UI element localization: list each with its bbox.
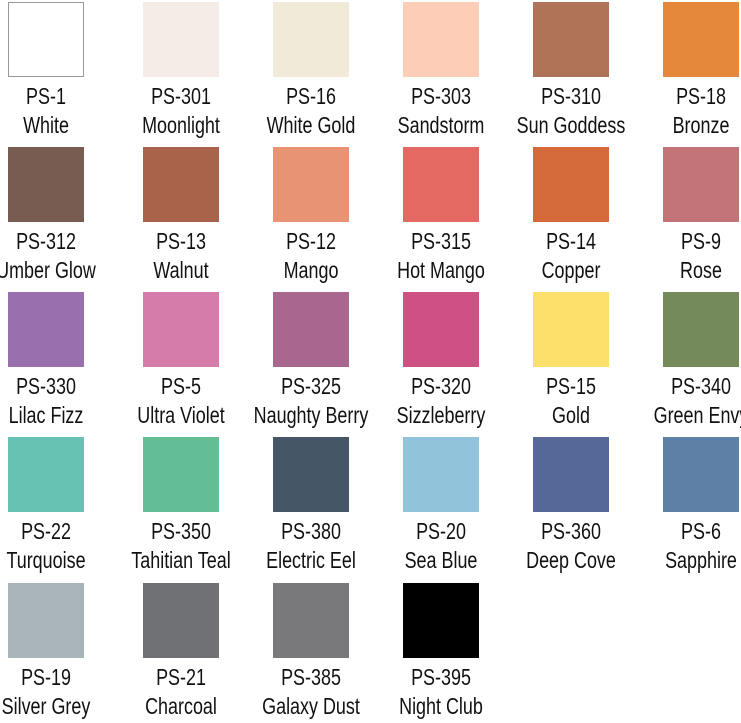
shade-name: Galaxy Dust xyxy=(262,693,360,719)
shade-name: Sun Goddess xyxy=(516,112,626,138)
shade-name: Mango xyxy=(283,257,339,283)
color-swatch xyxy=(533,147,609,222)
product-code: PS-315 xyxy=(411,228,471,254)
shade-name: Green Envy xyxy=(653,402,741,428)
product-code: PS-21 xyxy=(156,664,206,690)
shade-name: Lilac Fizz xyxy=(8,402,84,428)
color-swatch xyxy=(273,292,349,367)
product-code: PS-310 xyxy=(541,83,601,109)
product-code: PS-5 xyxy=(161,373,201,399)
shade-name: Sapphire xyxy=(665,547,737,573)
color-swatch xyxy=(533,437,609,512)
shade-name: Umber Glow xyxy=(0,257,96,283)
color-swatch xyxy=(403,292,479,367)
product-code: PS-350 xyxy=(151,518,211,544)
shade-name: Ultra Violet xyxy=(137,402,225,428)
color-swatch xyxy=(663,437,739,512)
color-swatch xyxy=(143,437,219,512)
product-code: PS-303 xyxy=(411,83,471,109)
color-swatch xyxy=(273,437,349,512)
color-swatch xyxy=(403,437,479,512)
product-code: PS-1 xyxy=(26,83,66,109)
shade-name: Electric Eel xyxy=(266,547,356,573)
product-code: PS-19 xyxy=(21,664,71,690)
product-code: PS-325 xyxy=(281,373,341,399)
shade-name: Tahitian Teal xyxy=(131,547,231,573)
product-code: PS-380 xyxy=(281,518,341,544)
product-code: PS-14 xyxy=(546,228,596,254)
color-swatch xyxy=(143,292,219,367)
product-code: PS-18 xyxy=(676,83,726,109)
product-code: PS-16 xyxy=(286,83,336,109)
product-code: PS-15 xyxy=(546,373,596,399)
color-swatch xyxy=(8,437,84,512)
color-swatch xyxy=(8,2,84,77)
color-swatch xyxy=(273,583,349,658)
shade-name: Naughty Berry xyxy=(253,402,369,428)
color-swatch xyxy=(273,2,349,77)
color-swatch xyxy=(143,583,219,658)
color-swatch xyxy=(403,583,479,658)
color-swatch xyxy=(8,583,84,658)
product-code: PS-9 xyxy=(681,228,721,254)
shade-name: Charcoal xyxy=(145,693,217,719)
product-code: PS-385 xyxy=(281,664,341,690)
color-swatch xyxy=(663,292,739,367)
product-code: PS-20 xyxy=(416,518,466,544)
color-swatch xyxy=(533,292,609,367)
shade-name: Gold xyxy=(552,402,590,428)
color-swatch xyxy=(8,292,84,367)
product-code: PS-395 xyxy=(411,664,471,690)
shade-name: Sea Blue xyxy=(404,547,478,573)
shade-name: Copper xyxy=(541,257,601,283)
shade-name: Bronze xyxy=(672,112,730,138)
color-swatch xyxy=(143,2,219,77)
product-code: PS-22 xyxy=(21,518,71,544)
shade-name: Hot Mango xyxy=(397,257,485,283)
shade-name: Rose xyxy=(680,257,722,283)
product-code: PS-320 xyxy=(411,373,471,399)
color-swatch xyxy=(273,147,349,222)
shade-name: Moonlight xyxy=(142,112,220,138)
product-code: PS-312 xyxy=(16,228,76,254)
product-code: PS-6 xyxy=(681,518,721,544)
shade-name: White xyxy=(23,112,69,138)
shade-name: Turquoise xyxy=(6,547,86,573)
color-swatch xyxy=(403,147,479,222)
product-code: PS-330 xyxy=(16,373,76,399)
shade-name: Night Club xyxy=(399,693,483,719)
product-code: PS-12 xyxy=(286,228,336,254)
shade-name: Deep Cove xyxy=(526,547,616,573)
product-code: PS-13 xyxy=(156,228,206,254)
shade-name: Walnut xyxy=(153,257,209,283)
color-swatch xyxy=(403,2,479,77)
shade-name: Sandstorm xyxy=(397,112,485,138)
color-swatch xyxy=(663,147,739,222)
color-swatch xyxy=(8,147,84,222)
product-code: PS-340 xyxy=(671,373,731,399)
color-swatch xyxy=(143,147,219,222)
shade-name: White Gold xyxy=(266,112,356,138)
product-code: PS-301 xyxy=(151,83,211,109)
product-code: PS-360 xyxy=(541,518,601,544)
shade-name: Silver Grey xyxy=(1,693,91,719)
color-swatch xyxy=(663,2,739,77)
shade-name: Sizzleberry xyxy=(396,402,486,428)
color-swatch xyxy=(533,2,609,77)
